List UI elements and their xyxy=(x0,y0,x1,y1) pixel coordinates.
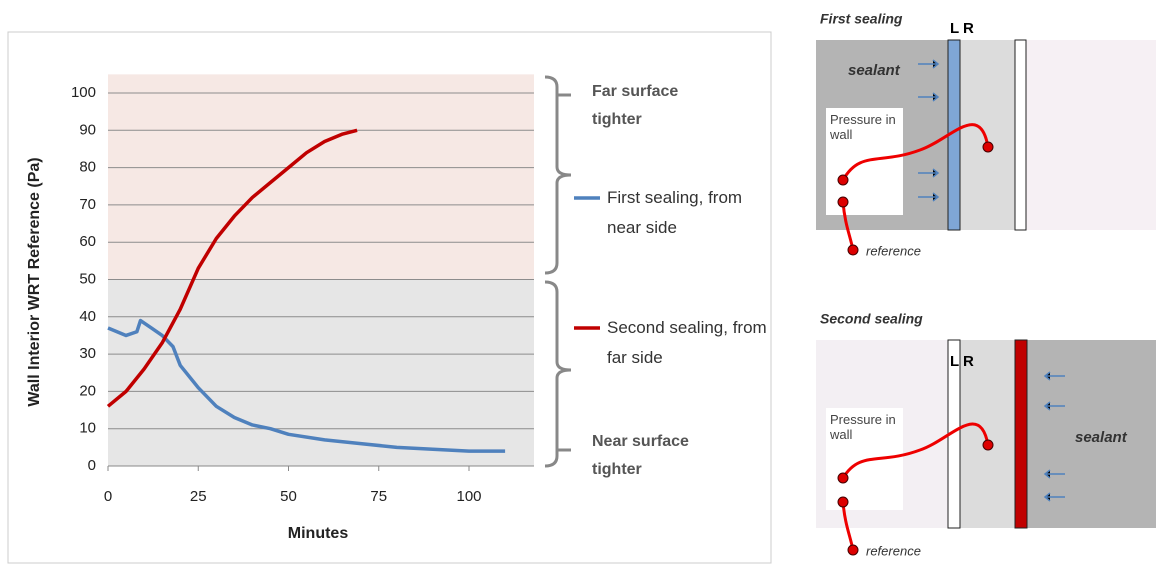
sealant-label: sealant xyxy=(848,62,901,79)
y-tick-label: 60 xyxy=(79,233,96,250)
wall-layer xyxy=(1014,339,1028,529)
annotation: Near surface tighter xyxy=(592,433,689,478)
pressure-label: Pressure in wall xyxy=(830,412,896,442)
diagram: Second sealing L R sealant Pressure in w… xyxy=(816,311,1156,558)
legend-label: First sealing, from near side xyxy=(607,188,743,237)
pressure-label: Pressure in wall xyxy=(830,112,896,142)
sensors xyxy=(837,439,994,556)
x-tick-label: 50 xyxy=(280,488,297,505)
legend-label: Second sealing, from far side xyxy=(607,318,767,367)
y-tick-label: 80 xyxy=(79,159,96,176)
series-line xyxy=(106,128,358,408)
pressure-text: Pressure in wall xyxy=(830,112,896,142)
series-line xyxy=(107,318,506,453)
x-tick-label: 75 xyxy=(370,488,387,505)
outside xyxy=(1026,40,1156,230)
y-tick-label: 30 xyxy=(79,345,96,362)
diagram-title: Second sealing xyxy=(820,311,923,327)
x-tick-label: 25 xyxy=(190,488,207,505)
sealant-label: sealant xyxy=(1075,429,1128,446)
arrows xyxy=(1043,371,1065,502)
wall-layer xyxy=(1014,39,1027,231)
y-tick-label: 40 xyxy=(79,308,96,325)
y-tick-label: 70 xyxy=(79,196,96,213)
band xyxy=(108,74,534,280)
x-axis-title: Minutes xyxy=(288,525,349,542)
pressure-text: Pressure in wall xyxy=(830,412,896,442)
y-axis-title: Wall Interior WRT Reference (Pa) xyxy=(26,157,43,406)
tube xyxy=(841,123,990,181)
reference-label: reference xyxy=(866,543,921,558)
cavity xyxy=(960,340,1015,528)
y-tick-label: 100 xyxy=(71,84,96,101)
annotation: Far surface tighter xyxy=(592,83,679,128)
bracket xyxy=(544,75,572,275)
arrows xyxy=(918,59,940,202)
tube xyxy=(841,422,990,479)
x-tick-label: 100 xyxy=(456,488,481,505)
y-tick-label: 0 xyxy=(88,457,96,474)
pressure-box xyxy=(826,408,903,510)
x-tick-label: 0 xyxy=(104,488,112,505)
side-label: L R xyxy=(950,20,974,37)
sensors xyxy=(837,141,994,256)
side-label: L R xyxy=(950,353,974,370)
y-tick-label: 90 xyxy=(79,121,96,138)
reference-label: reference xyxy=(866,243,921,258)
diagram: First sealing L R sealant Pressure in wa… xyxy=(816,11,1156,258)
bracket xyxy=(544,280,572,468)
cavity xyxy=(960,40,1015,230)
y-tick-label: 10 xyxy=(79,420,96,437)
y-tick-label: 20 xyxy=(79,382,96,399)
y-tick-label: 50 xyxy=(79,270,96,287)
diagram-title: First sealing xyxy=(820,11,903,27)
